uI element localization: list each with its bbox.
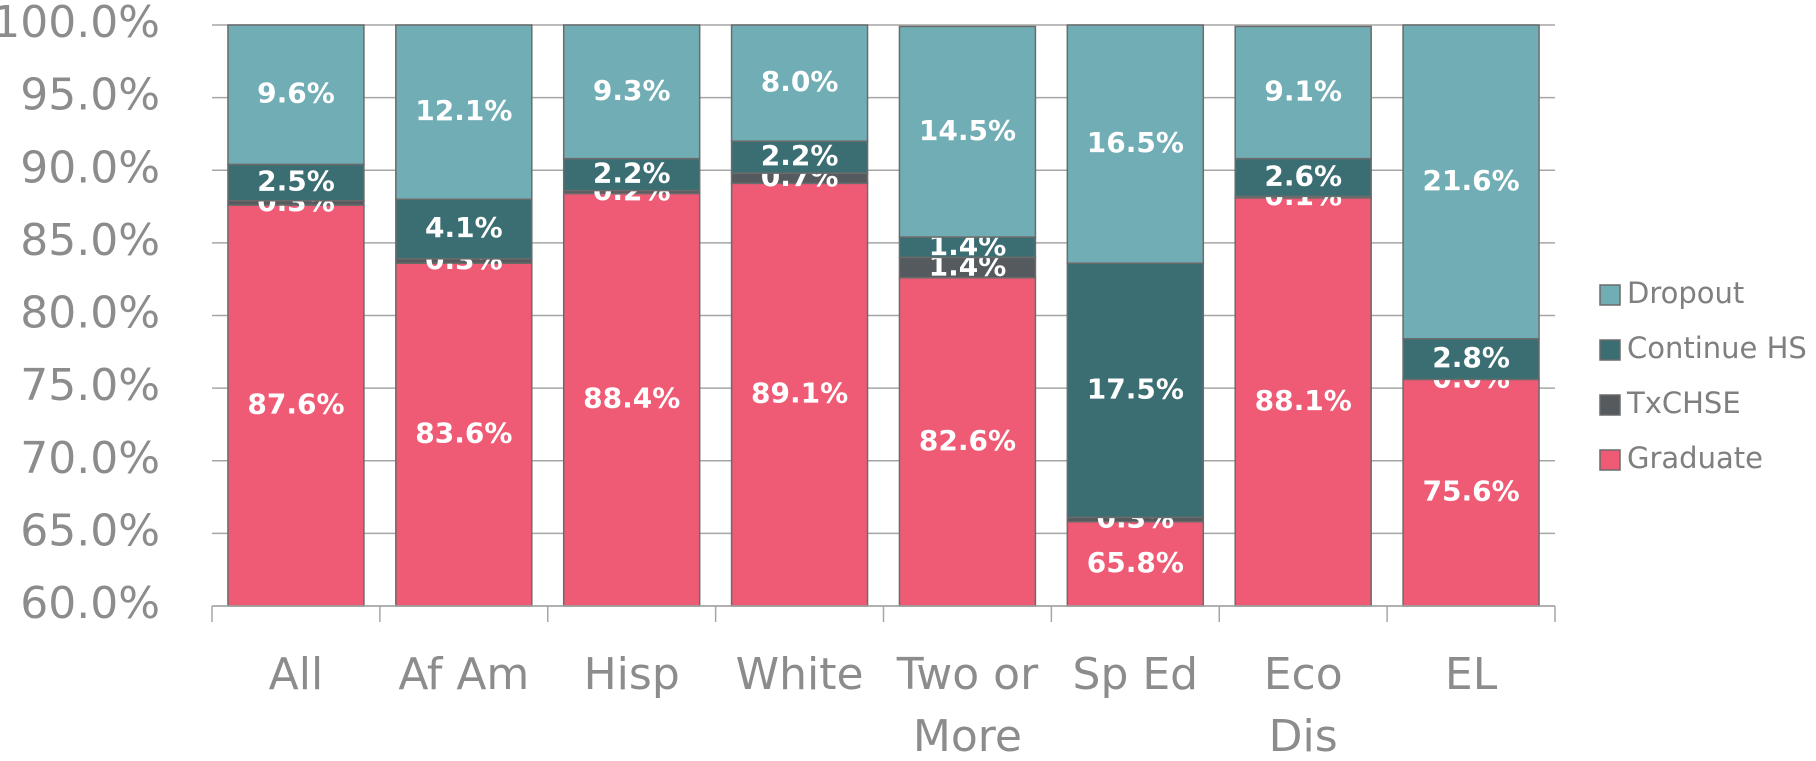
y-tick-label: 85.0%	[20, 215, 160, 266]
data-label: 9.1%	[1264, 75, 1342, 108]
data-label: 88.1%	[1255, 384, 1352, 417]
x-tick-label-line: More	[913, 711, 1022, 761]
data-label: 88.4%	[583, 382, 680, 415]
data-label: 2.2%	[761, 139, 839, 172]
y-tick-label: 95.0%	[20, 70, 160, 121]
data-label: 17.5%	[1087, 372, 1184, 405]
data-label: 89.1%	[751, 377, 848, 410]
data-label: 87.6%	[247, 388, 344, 421]
legend-label: Continue HS	[1627, 331, 1807, 365]
data-label: 2.6%	[1264, 160, 1342, 193]
bar-segment	[1402, 378, 1540, 607]
x-tick-label-line: Dis	[1269, 711, 1338, 761]
y-tick-label: 90.0%	[20, 142, 160, 193]
bar-segment	[1402, 337, 1540, 381]
data-label: 2.2%	[593, 157, 671, 190]
data-label: 21.6%	[1422, 164, 1519, 197]
data-label: 2.5%	[257, 165, 335, 198]
data-label: 9.6%	[257, 77, 335, 110]
data-label: 8.0%	[761, 65, 839, 98]
x-tick-label-line: Two or	[896, 649, 1039, 700]
legend-swatch	[1599, 339, 1621, 361]
bar-segment	[562, 24, 701, 160]
data-label: 83.6%	[415, 417, 512, 450]
data-label: 16.5%	[1087, 126, 1184, 159]
bar-segment	[730, 24, 869, 142]
bar-segment	[1402, 24, 1540, 340]
legend-swatch	[1599, 394, 1621, 416]
bar-segment	[395, 24, 533, 201]
legend-label: Dropout	[1627, 276, 1744, 310]
bar-segment	[1066, 24, 1205, 264]
y-tick-label: 60.0%	[20, 578, 160, 629]
data-label: 9.3%	[593, 74, 671, 107]
data-label: 4.1%	[425, 211, 503, 244]
x-tick-label: Sp Ed	[1073, 649, 1199, 700]
bar-segment	[562, 157, 701, 192]
bar-segment	[1066, 262, 1205, 519]
y-tick-label: 100.0%	[0, 0, 160, 48]
x-tick-label: Af Am	[398, 649, 529, 700]
data-label: 12.1%	[415, 94, 512, 127]
x-tick-label: Eco Dis	[1264, 649, 1343, 761]
legend-label: TxCHSE	[1626, 386, 1741, 420]
bar-segment	[1234, 25, 1372, 160]
bar-segment	[1234, 197, 1372, 607]
bar-segment	[898, 25, 1037, 238]
bar-segment	[395, 198, 533, 260]
data-label: 82.6%	[919, 424, 1016, 457]
bar-segment	[227, 204, 365, 607]
data-label: 14.5%	[919, 114, 1016, 147]
bar-segment	[730, 182, 869, 607]
x-tick-label: Hisp	[584, 649, 680, 700]
data-label: 75.6%	[1422, 475, 1519, 508]
bar-segment	[1234, 157, 1372, 198]
legend-swatch	[1599, 284, 1621, 306]
y-tick-label: 65.0%	[20, 505, 160, 556]
x-tick-label: White	[736, 649, 864, 700]
y-tick-label: 80.0%	[20, 288, 160, 339]
x-tick-label: EL	[1445, 649, 1498, 700]
x-tick-label-line: Eco	[1264, 649, 1343, 700]
x-tick-label: Two or More	[896, 649, 1039, 761]
y-tick-label: 75.0%	[20, 360, 160, 411]
x-tick-label: All	[269, 649, 324, 700]
bar-segment	[395, 262, 533, 607]
data-label: 65.8%	[1087, 546, 1184, 579]
legend-swatch	[1599, 449, 1621, 471]
bar-segment	[227, 24, 365, 166]
y-tick-label: 70.0%	[20, 433, 160, 484]
bar-segment	[730, 140, 869, 174]
legend-label: Graduate	[1627, 441, 1763, 475]
data-label: 2.8%	[1432, 341, 1510, 374]
